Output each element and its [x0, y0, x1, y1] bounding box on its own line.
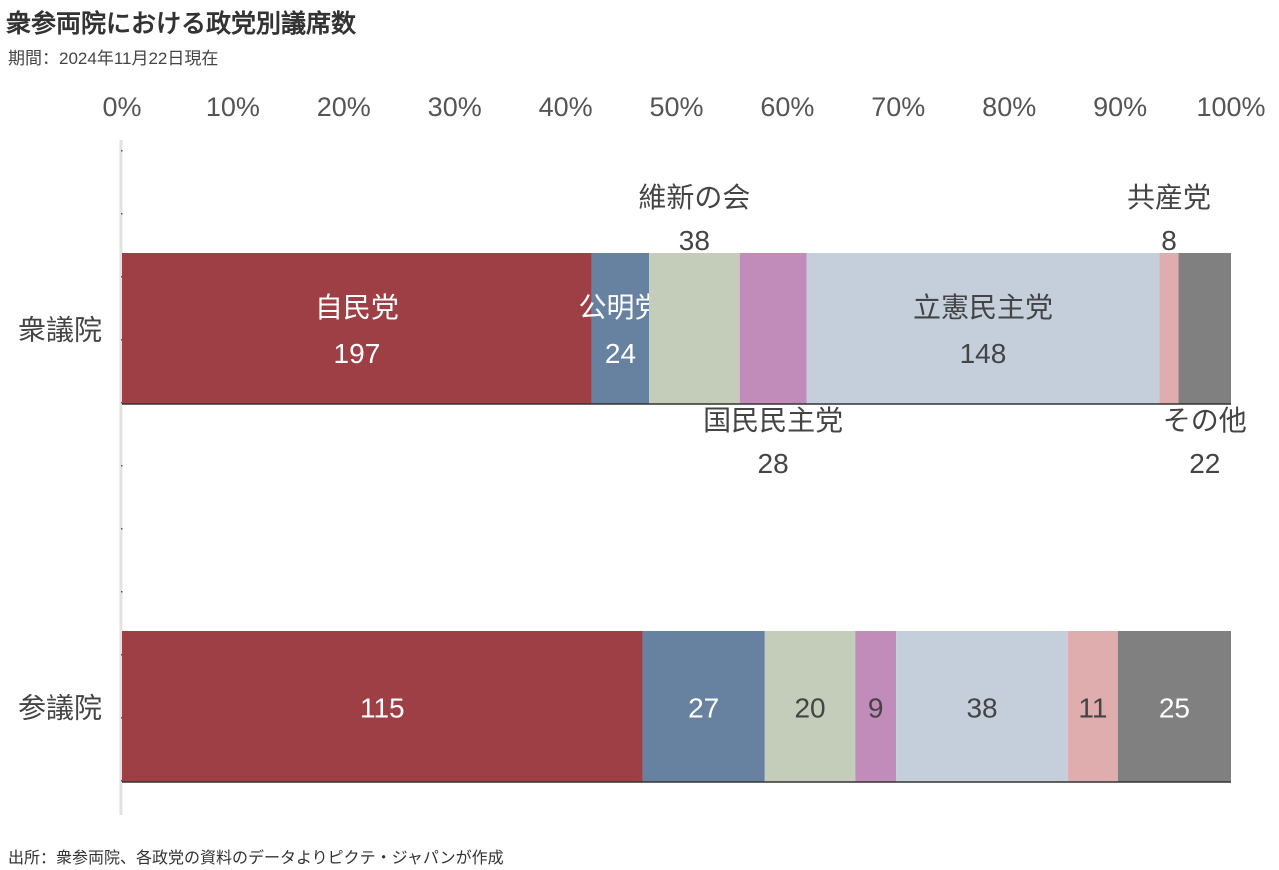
- category-label: 衆議院: [18, 315, 102, 346]
- segment-value-label: 9: [868, 693, 884, 724]
- segment-value-label: 20: [794, 693, 825, 724]
- y-axis-tick: [121, 276, 123, 278]
- y-axis-tick: [121, 465, 123, 467]
- y-axis-tick: [121, 402, 123, 404]
- x-tick-label: 100%: [1196, 92, 1265, 122]
- segment-name-label: 維新の会: [638, 182, 750, 213]
- bar-segment: [642, 631, 765, 782]
- y-axis-tick: [121, 339, 123, 341]
- bar-segment: [896, 631, 1069, 782]
- x-tick-label: 30%: [428, 92, 482, 122]
- segment-value-label: 22: [1189, 448, 1220, 479]
- segment-value-label: 197: [334, 338, 381, 369]
- segment-name-label: 国民民主党: [703, 405, 843, 436]
- segment-value-label: 28: [758, 448, 789, 479]
- y-axis-tick: [121, 528, 123, 530]
- x-tick-label: 10%: [206, 92, 260, 122]
- bar-segment: [764, 631, 856, 782]
- bar-segment: [122, 253, 592, 404]
- x-tick-label: 50%: [649, 92, 703, 122]
- bar-segment: [806, 253, 1160, 404]
- x-tick-label: 20%: [317, 92, 371, 122]
- segment-value-label: 38: [966, 693, 997, 724]
- bar-segment: [1068, 631, 1118, 782]
- bar-segment: [649, 253, 740, 404]
- y-axis-tick: [121, 717, 123, 719]
- segment-value-label: 11: [1078, 693, 1107, 724]
- segment-name-label: 自民党: [315, 292, 399, 323]
- x-tick-label: 60%: [760, 92, 814, 122]
- segment-name-label: 公明党: [578, 292, 662, 323]
- x-tick-label: 90%: [1093, 92, 1147, 122]
- y-axis-tick: [121, 654, 123, 656]
- segment-value-label: 24: [605, 338, 636, 369]
- y-axis-tick: [121, 150, 123, 152]
- y-axis-tick: [121, 780, 123, 782]
- chart-title: 衆参両院における政党別議席数: [6, 10, 357, 38]
- segment-value-label: 38: [679, 225, 710, 256]
- bar-segment: [122, 631, 643, 782]
- segment-value-label: 25: [1159, 693, 1190, 724]
- segment-value-label: 115: [360, 693, 405, 724]
- category-label: 参議院: [18, 693, 102, 724]
- segment-name-label: その他: [1163, 405, 1247, 436]
- bar-segment: [1117, 631, 1231, 782]
- segment-value-label: 148: [960, 338, 1007, 369]
- x-tick-label: 80%: [982, 92, 1036, 122]
- x-tick-label: 0%: [102, 92, 141, 122]
- bar-segment: [1159, 253, 1179, 404]
- segment-name-label: 立憲民主党: [913, 292, 1053, 323]
- y-axis-tick: [121, 591, 123, 593]
- segment-value-label: 8: [1161, 225, 1177, 256]
- y-axis-tick: [121, 213, 123, 215]
- bar-segment: [855, 631, 897, 782]
- bar-segment: [591, 253, 650, 404]
- chart-source: 出所：衆参両院、各政党の資料のデータよりピクテ・ジャパンが作成: [8, 850, 504, 867]
- chart-subtitle: 期間：2024年11月22日現在: [8, 49, 219, 68]
- x-tick-label: 40%: [539, 92, 593, 122]
- bar-segment: [739, 253, 807, 404]
- segment-name-label: 共産党: [1127, 182, 1211, 213]
- bar-segment: [1178, 253, 1231, 404]
- segment-value-label: 27: [688, 693, 719, 724]
- x-tick-label: 70%: [871, 92, 925, 122]
